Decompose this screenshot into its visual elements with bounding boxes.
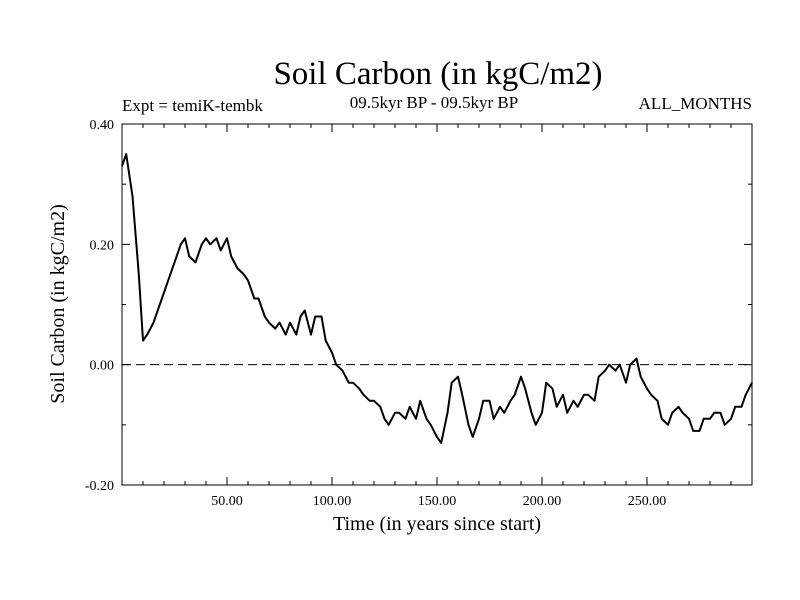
y-tick-label: -0.20	[85, 479, 114, 494]
x-tick-label: 100.00	[313, 494, 352, 509]
series-line	[121, 153, 753, 444]
period-label: 09.5kyr BP - 09.5kyr BP	[350, 93, 518, 112]
y-tick-label: 0.00	[90, 359, 115, 374]
y-tick-label: 0.20	[90, 238, 115, 253]
plot-frame	[121, 123, 753, 486]
data-series	[121, 153, 753, 444]
experiment-label: Expt = temiK-tembk	[122, 96, 263, 115]
months-label: ALL_MONTHS	[639, 94, 752, 113]
x-tick-label: 250.00	[628, 494, 667, 509]
y-tick-label: 0.40	[90, 118, 115, 133]
x-tick-label: 50.00	[211, 494, 243, 509]
axis-ticks: 50.00 100.00 150.00 200.00 250.00 -0.20 0.00 0.…	[85, 118, 752, 509]
y-axis-label: Soil Carbon (in kgC/m2)	[47, 204, 69, 403]
x-axis-label: Time (in years since start)	[333, 513, 541, 535]
x-tick-label: 150.00	[418, 494, 457, 509]
chart-title: Soil Carbon (in kgC/m2)	[273, 56, 602, 92]
x-tick-label: 200.00	[523, 494, 562, 509]
